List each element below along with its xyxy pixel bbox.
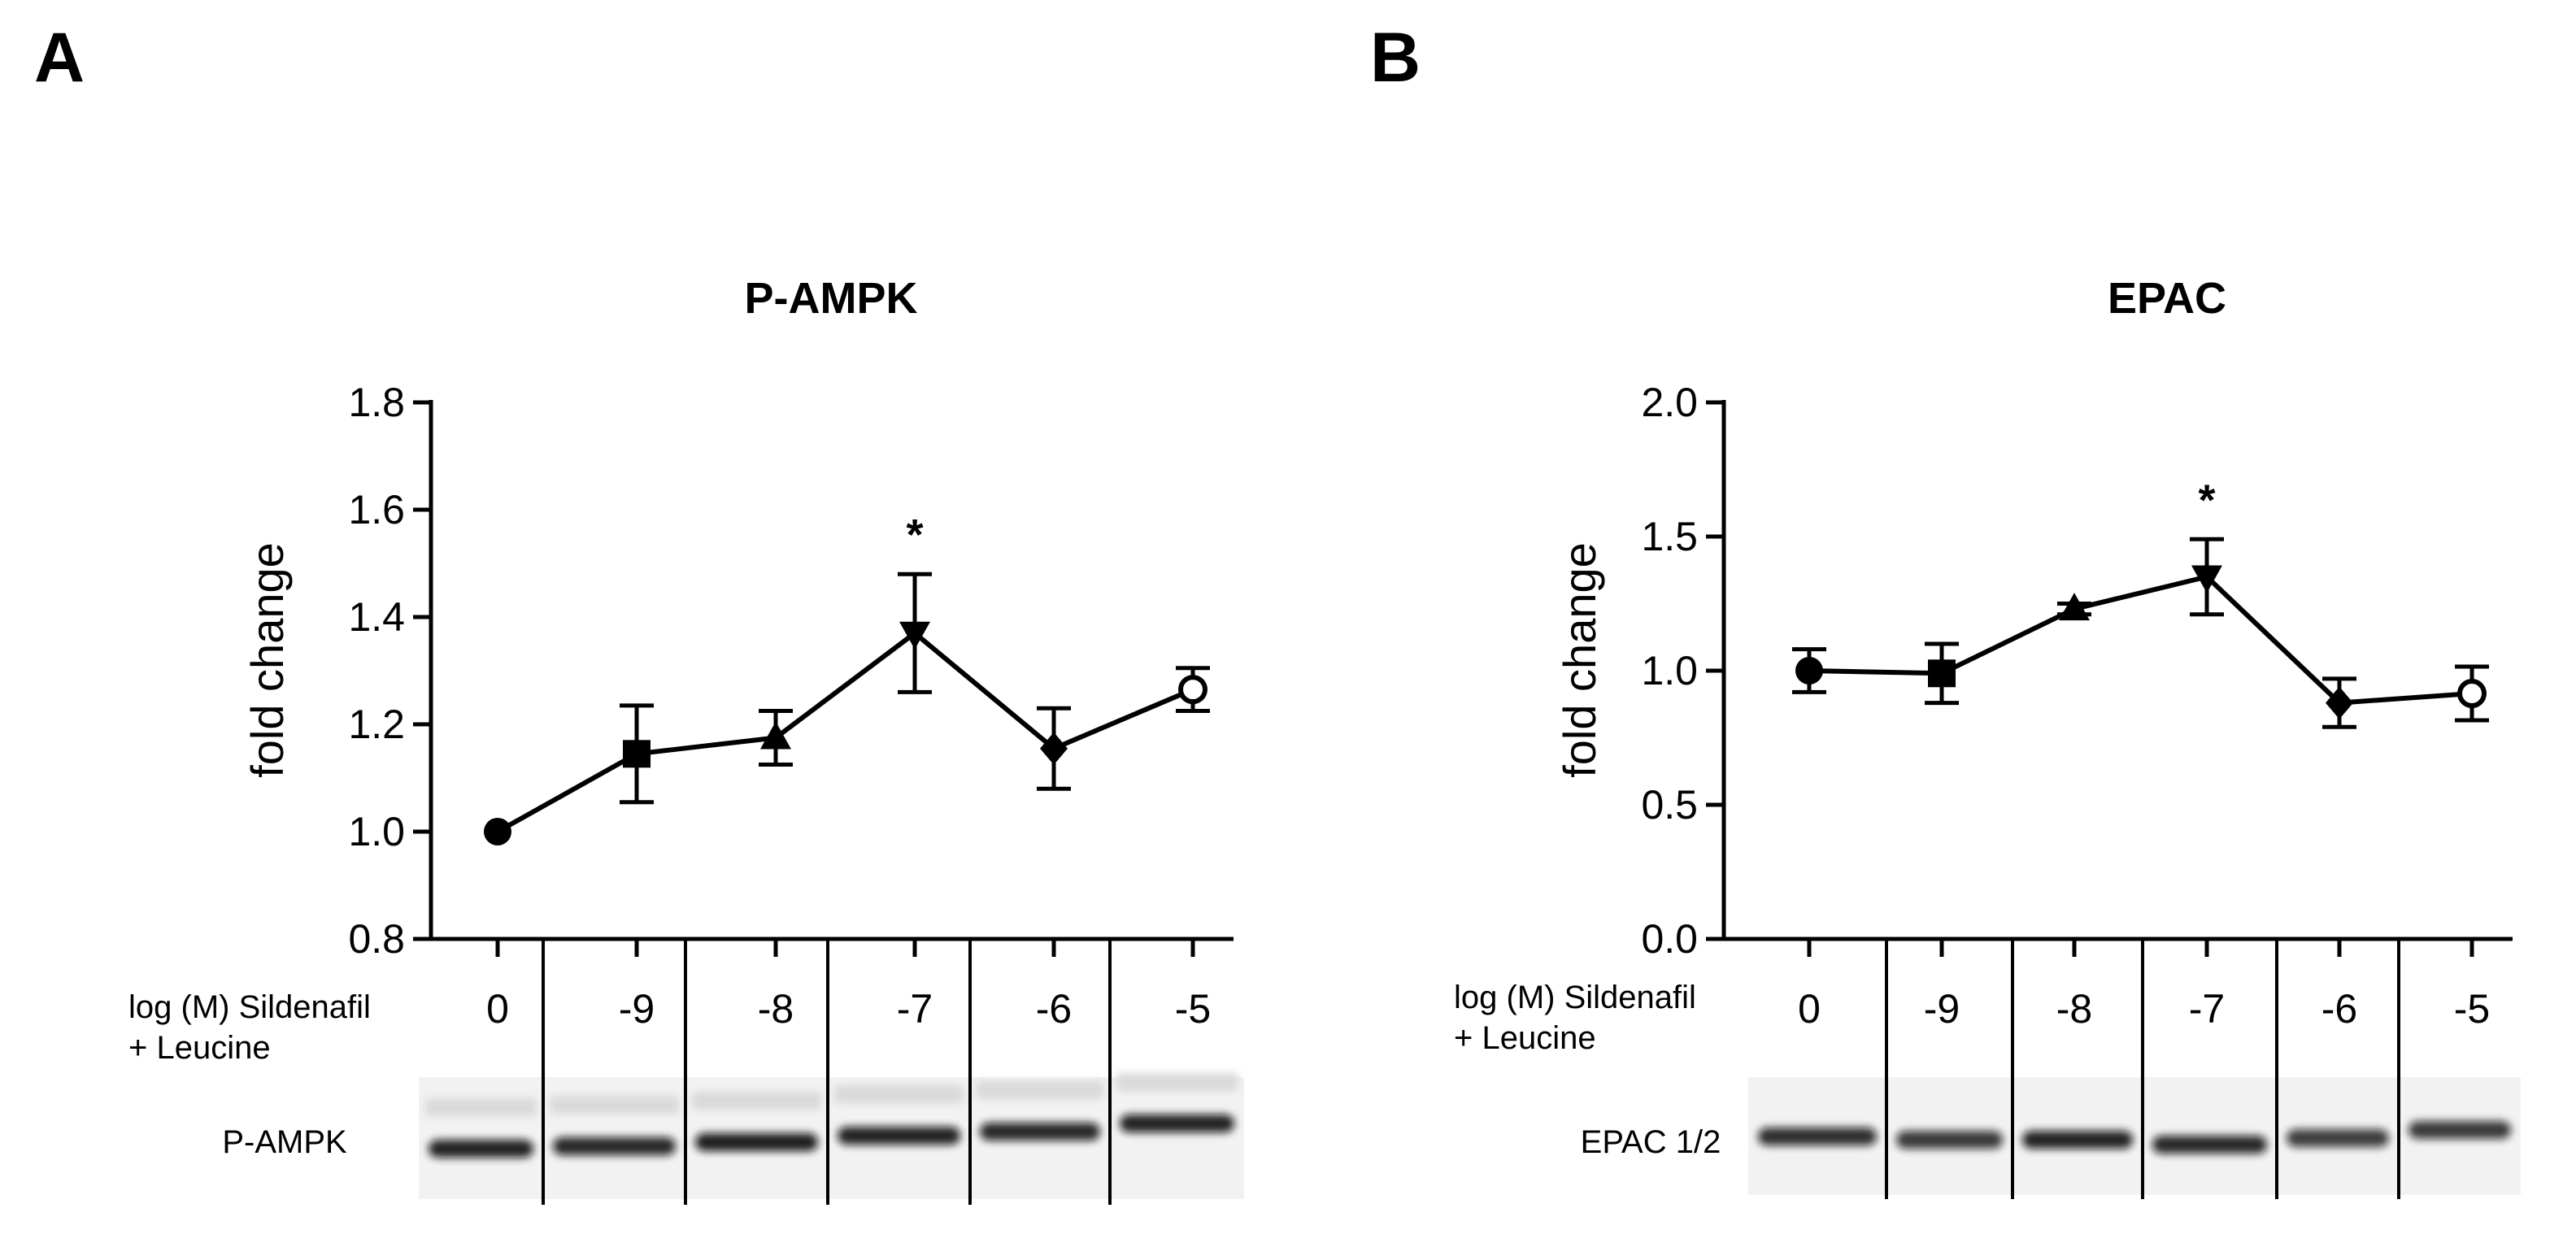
y-axis-title: fold change	[1554, 542, 1605, 778]
panel-letter: B	[1370, 19, 1421, 97]
marker-point	[2457, 679, 2487, 709]
blot-band	[2022, 1131, 2133, 1149]
x-tick-label: 0	[486, 986, 509, 1032]
significance-star: *	[906, 511, 923, 559]
y-tick-label: 2.0	[1641, 380, 1698, 425]
marker-point	[2059, 593, 2090, 621]
x-tick-label: -9	[1924, 986, 1960, 1032]
blot-label: EPAC 1/2	[1581, 1124, 1721, 1160]
blot-band	[429, 1140, 533, 1158]
marker-point	[2191, 565, 2222, 593]
marker-point	[623, 740, 651, 768]
x-tick-label: -9	[619, 986, 655, 1032]
x-tick-label: -5	[1175, 986, 1211, 1032]
chart-title: P-AMPK	[745, 274, 918, 323]
marker-point	[1178, 675, 1208, 705]
y-tick-label: 0.0	[1641, 916, 1698, 962]
blot-band	[2408, 1121, 2511, 1139]
panel-b: B EPAC fold change log (M) Sildenafil + …	[1370, 19, 2521, 1199]
marker-point	[484, 818, 511, 845]
y-tick-label: 0.8	[348, 916, 405, 962]
y-axis-title: fold change	[242, 542, 293, 778]
y-tick-label: 1.5	[1641, 514, 1698, 559]
y-tick-label: 1.0	[1641, 648, 1698, 693]
series-line	[496, 630, 1194, 834]
blot-ghost-band	[977, 1081, 1103, 1099]
x-tick-label: -8	[2056, 986, 2092, 1032]
blot-ghost-band	[1116, 1073, 1238, 1091]
blot-band	[980, 1123, 1100, 1141]
marker-point	[1040, 732, 1068, 765]
marker-point	[899, 621, 930, 650]
blot-band	[2152, 1136, 2267, 1154]
significance-star: *	[2198, 476, 2215, 524]
panel-a: A P-AMPK fold change log (M) Sildenafil …	[34, 19, 1244, 1205]
blot-background	[1748, 1077, 2521, 1195]
y-tick-label: 1.4	[348, 594, 405, 640]
blot-label: P-AMPK	[222, 1124, 347, 1160]
blot-band	[553, 1137, 676, 1155]
y-tick-label: 1.2	[348, 702, 405, 747]
x-tick-label: -6	[2321, 986, 2357, 1032]
chart-title: EPAC	[2108, 274, 2226, 323]
y-tick-label: 1.8	[348, 380, 405, 425]
x-tick-label: -6	[1036, 986, 1072, 1032]
x-tick-label: 0	[1798, 986, 1821, 1032]
blot-ghost-band	[550, 1096, 679, 1114]
y-tick-label: 1.6	[348, 487, 405, 532]
condition-label: log (M) Sildenafil	[1454, 980, 1696, 1015]
blot-ghost-band	[425, 1098, 537, 1116]
western-blot	[1748, 941, 2521, 1199]
panel-letter: A	[34, 19, 85, 97]
y-tick-label: 1.0	[348, 809, 405, 854]
blot-band	[1758, 1128, 1877, 1145]
plot-area: 0.0 0.5 1.0 1.5 2.0 0 -9 -8 -7 -6 -5 *	[1641, 380, 2513, 1032]
marker-point	[760, 721, 791, 750]
condition-label-2: + Leucine	[1454, 1020, 1596, 1056]
x-tick-label: -5	[2454, 986, 2490, 1032]
blot-band	[695, 1133, 818, 1151]
blot-band	[2287, 1129, 2389, 1147]
series-line	[1808, 574, 2473, 706]
x-tick-label: -8	[758, 986, 794, 1032]
western-blot	[419, 941, 1244, 1205]
blot-band	[1120, 1115, 1234, 1132]
condition-label: log (M) Sildenafil	[128, 989, 371, 1025]
blot-band	[1896, 1131, 2003, 1149]
x-tick-label: -7	[897, 986, 933, 1032]
x-tick-label: -7	[2189, 986, 2225, 1032]
marker-point	[2326, 686, 2353, 719]
marker-point	[1928, 659, 1956, 688]
condition-label-2: + Leucine	[128, 1030, 271, 1066]
blot-ghost-band	[834, 1085, 964, 1103]
blot-ghost-band	[692, 1092, 821, 1110]
y-tick-label: 0.5	[1641, 782, 1698, 828]
plot-area: 0.8 1.0 1.2 1.4 1.6 1.8 0 -9 -8 -7 -6 -5 *	[348, 380, 1234, 1032]
marker-point	[1795, 657, 1823, 684]
blot-band	[838, 1127, 960, 1145]
